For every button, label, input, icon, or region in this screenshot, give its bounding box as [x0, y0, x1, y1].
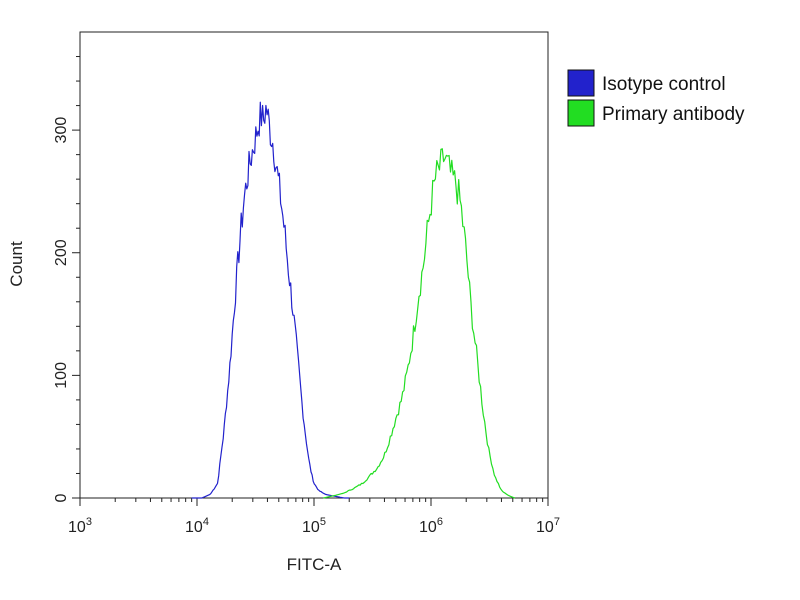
series-line	[191, 101, 350, 499]
x-tick-label: 104	[185, 516, 209, 536]
y-tick-label: 100	[53, 362, 70, 389]
y-tick-label: 200	[53, 239, 70, 266]
x-tick-label: 105	[302, 516, 326, 536]
series-line	[323, 148, 516, 499]
legend-label: Primary antibody	[602, 104, 745, 125]
x-tick-base: 10	[536, 519, 554, 536]
x-tick-label: 107	[536, 516, 560, 536]
x-tick-base: 10	[68, 519, 86, 536]
series-group	[191, 101, 516, 499]
x-tick-exponent: 5	[320, 516, 326, 528]
x-tick-base: 10	[419, 519, 437, 536]
y-major-ticks: 0 100 200 300	[53, 117, 80, 502]
plot-frame	[79, 31, 549, 499]
x-tick-label: 103	[68, 516, 92, 536]
x-tick-exponent: 3	[86, 516, 92, 528]
x-axis-ticks: 103 104 105 106 107	[68, 498, 560, 536]
legend: Isotype control Primary antibody	[567, 69, 745, 127]
legend-swatch	[567, 69, 595, 97]
legend-swatch	[567, 99, 595, 127]
x-tick-exponent: 7	[554, 516, 560, 528]
x-tick-exponent: 4	[203, 516, 209, 528]
x-tick-exponent: 6	[437, 516, 443, 528]
y-tick-label: 300	[53, 117, 70, 144]
y-minor-ticks	[76, 56, 80, 474]
y-axis-label: Count	[7, 241, 26, 287]
x-tick-label: 106	[419, 516, 443, 536]
x-tick-base: 10	[185, 519, 203, 536]
x-tick-base: 10	[302, 519, 320, 536]
x-axis-label: FITC-A	[287, 555, 342, 574]
y-tick-label: 0	[53, 493, 70, 502]
legend-label: Isotype control	[602, 74, 726, 95]
